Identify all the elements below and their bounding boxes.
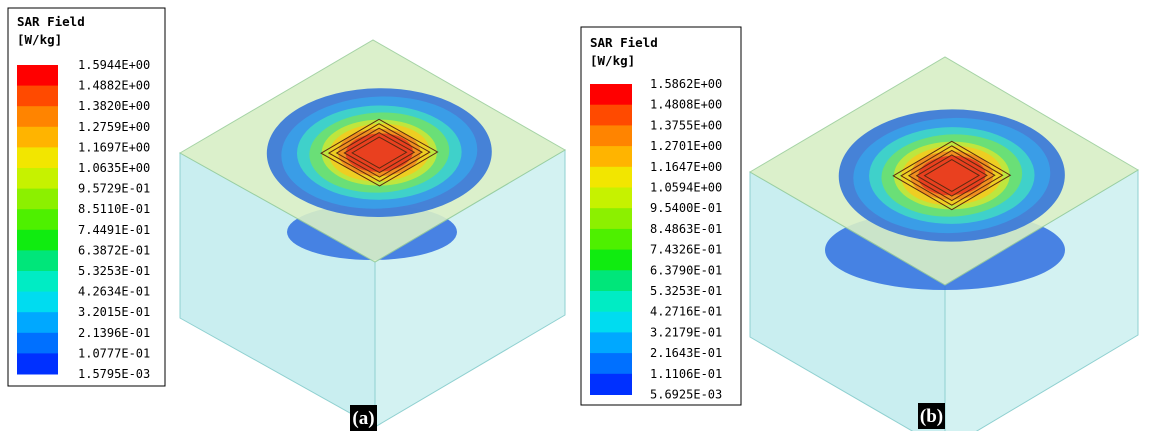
legend-label: 9.5729E-01 xyxy=(78,182,150,196)
legend-swatch xyxy=(590,229,632,250)
panel: SAR Field [W/kg] 1.5944E+00 1.4882E+00 1.382… xyxy=(8,8,565,431)
legend-label: 2.1396E-01 xyxy=(78,326,150,340)
legend-label: 1.0777E-01 xyxy=(78,346,150,360)
legend-unit: [W/kg] xyxy=(590,53,635,68)
legend-label: 3.2015E-01 xyxy=(78,305,150,319)
legend-swatch xyxy=(590,250,632,271)
legend-title: SAR Field xyxy=(590,35,658,50)
legend-swatch xyxy=(17,230,58,251)
caption: (a) xyxy=(352,408,374,429)
panel: SAR Field [W/kg] 1.5862E+00 1.4808E+00 1.375… xyxy=(581,27,1138,431)
legend-swatch xyxy=(17,65,58,86)
legend-label: 1.3755E+00 xyxy=(650,118,722,132)
legend-label: 2.1643E-01 xyxy=(650,346,722,360)
legend-swatch xyxy=(590,208,632,229)
legend-swatch xyxy=(590,125,632,146)
legend-swatch xyxy=(590,374,632,395)
legend-swatch xyxy=(590,312,632,333)
legend-label: 6.3790E-01 xyxy=(650,263,722,277)
legend-label: 1.1697E+00 xyxy=(78,140,150,154)
legend-swatch xyxy=(17,127,58,148)
legend-label: 7.4491E-01 xyxy=(78,223,150,237)
legend-label: 1.0635E+00 xyxy=(78,161,150,175)
legend-label: 1.2759E+00 xyxy=(78,120,150,134)
legend-swatch xyxy=(17,209,58,230)
legend-label: 5.3253E-01 xyxy=(78,264,150,278)
legend-label: 1.2701E+00 xyxy=(650,139,722,153)
figure: SAR Field [W/kg] 1.5944E+00 1.4882E+00 1.382… xyxy=(0,0,1154,431)
legend-swatch xyxy=(17,271,58,292)
legend-swatch xyxy=(17,292,58,313)
legend-swatch xyxy=(17,86,58,107)
legend-label: 1.5944E+00 xyxy=(78,58,150,72)
legend-label: 5.6925E-03 xyxy=(650,388,722,402)
legend-swatch xyxy=(590,146,632,167)
legend-swatch xyxy=(17,147,58,168)
legend-swatch xyxy=(590,84,632,105)
legend-label: 1.1106E-01 xyxy=(650,367,722,381)
legend-label: 7.4326E-01 xyxy=(650,243,722,257)
legend-label: 4.2634E-01 xyxy=(78,285,150,299)
legend-swatch xyxy=(17,106,58,127)
legend-swatch xyxy=(17,189,58,210)
legend-label: 1.0594E+00 xyxy=(650,181,722,195)
legend-title: SAR Field xyxy=(17,14,85,29)
legend-label: 1.1647E+00 xyxy=(650,160,722,174)
legend-label: 1.5862E+00 xyxy=(650,77,722,91)
legend-swatch xyxy=(590,291,632,312)
legend-label: 8.4863E-01 xyxy=(650,222,722,236)
legend-swatch xyxy=(590,188,632,209)
caption: (b) xyxy=(920,406,943,427)
legend-unit: [W/kg] xyxy=(17,32,62,47)
legend-label: 1.3820E+00 xyxy=(78,99,150,113)
legend-label: 9.5400E-01 xyxy=(650,201,722,215)
legend-swatch xyxy=(17,333,58,354)
legend-label: 4.2716E-01 xyxy=(650,305,722,319)
legend-swatch xyxy=(590,332,632,353)
legend-label: 3.2179E-01 xyxy=(650,325,722,339)
legend-label: 6.3872E-01 xyxy=(78,243,150,257)
legend-label: 1.5795E-03 xyxy=(78,367,150,381)
legend-label: 5.3253E-01 xyxy=(650,284,722,298)
legend-swatch xyxy=(590,167,632,188)
legend-swatch xyxy=(590,270,632,291)
legend-swatch xyxy=(590,105,632,126)
legend-swatch xyxy=(17,168,58,189)
legend-swatch xyxy=(17,312,58,333)
legend-swatch xyxy=(590,353,632,374)
legend-label: 8.5110E-01 xyxy=(78,202,150,216)
legend-swatch xyxy=(17,250,58,271)
legend-swatch xyxy=(17,353,58,374)
legend-label: 1.4882E+00 xyxy=(78,79,150,93)
legend-label: 1.4808E+00 xyxy=(650,98,722,112)
